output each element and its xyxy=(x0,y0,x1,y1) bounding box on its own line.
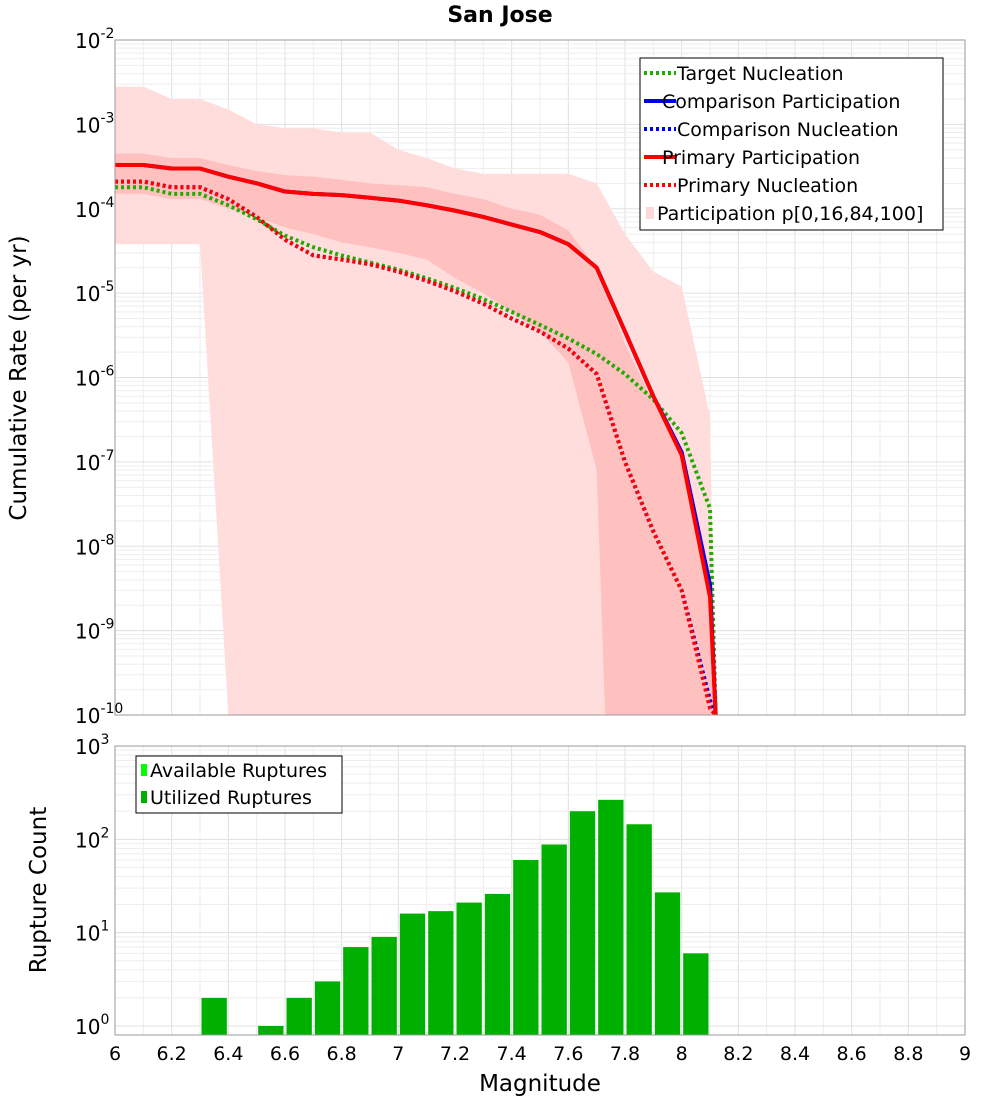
x-tick-label: 8.4 xyxy=(780,1043,810,1065)
legend-label: Primary Participation xyxy=(662,147,860,169)
rate-lines xyxy=(115,163,718,717)
x-tick-label: 7.2 xyxy=(440,1043,470,1065)
bar-utilized-ruptures xyxy=(626,824,652,1035)
y-tick-label: 10-3 xyxy=(75,110,114,137)
x-tick-label: 6 xyxy=(109,1043,121,1065)
x-tick-label: 7.6 xyxy=(553,1043,583,1065)
x-tick-label: 6.6 xyxy=(270,1043,300,1065)
x-tick-label: 6.4 xyxy=(213,1043,243,1065)
bar-utilized-ruptures xyxy=(541,844,567,1035)
bar-utilized-ruptures xyxy=(201,997,227,1035)
y-tick-label: 103 xyxy=(75,732,109,759)
legend-box xyxy=(135,755,343,814)
line-primary-participation xyxy=(115,163,718,716)
legend-label: Target Nucleation xyxy=(676,63,844,85)
count-panel: 100 101 102 103 6 6.2 6.4 6.6 6.8 7 7.2 7.4 7.6 7.8 8… xyxy=(26,732,971,1097)
x-tick-label: 6.2 xyxy=(157,1043,187,1065)
rate-legend: Target Nucleation Comparison Participatio… xyxy=(639,57,944,231)
x-tick-label: 9 xyxy=(959,1043,971,1065)
x-tick-label: 7 xyxy=(392,1043,404,1065)
bar-utilized-ruptures xyxy=(654,892,681,1035)
legend-label: Utilized Ruptures xyxy=(150,787,312,809)
rate-y-ticks: 10-10 10-9 10-8 10-7 10-6 10-5 10-4 10-3 10-2 xyxy=(75,26,123,728)
y-tick-label: 102 xyxy=(75,825,109,852)
x-tick-label: 8.6 xyxy=(837,1043,867,1065)
count-legend: Available Ruptures Utilized Ruptures xyxy=(135,755,343,814)
count-plot-frame xyxy=(114,745,966,1036)
participation-bands xyxy=(115,86,716,715)
bar-utilized-ruptures xyxy=(683,953,709,1035)
legend-box xyxy=(639,57,944,231)
bar-utilized-ruptures xyxy=(314,981,341,1035)
count-grid xyxy=(115,746,966,1035)
rate-panel: San Jose 10-1010-910-810-710-610-510-410… xyxy=(6,3,966,728)
y-tick-label: 10-6 xyxy=(75,364,115,391)
bar-utilized-ruptures xyxy=(399,913,426,1035)
y-tick-label: 10-7 xyxy=(75,448,114,475)
y-tick-label: 10-8 xyxy=(75,532,114,559)
y-tick-label: 101 xyxy=(75,919,109,946)
legend-label: Participation p[0,16,84,100] xyxy=(657,203,923,225)
y-tick-label: 10-9 xyxy=(75,617,114,644)
bar-utilized-ruptures xyxy=(258,1025,284,1035)
bar-utilized-ruptures xyxy=(343,947,369,1035)
x-tick-label: 7.4 xyxy=(497,1043,527,1065)
chart-title: San Jose xyxy=(447,3,552,28)
count-y-axis-title: Rupture Count xyxy=(26,807,52,973)
band-p16-p84 xyxy=(115,153,716,715)
x-tick-label: 7.8 xyxy=(610,1043,640,1065)
legend-label: Primary Nucleation xyxy=(677,175,858,197)
y-tick-label: 100 xyxy=(75,1012,109,1039)
x-ticks: 6 6.2 6.4 6.6 6.8 7 7.2 7.4 7.6 7.8 8 8.2 8.4 8.6 8.8 9 xyxy=(109,1043,971,1065)
legend-swatch xyxy=(141,764,147,776)
bar-utilized-ruptures xyxy=(428,911,454,1035)
y-tick-label: 10-4 xyxy=(75,195,115,222)
legend-label: Comparison Nucleation xyxy=(677,119,899,141)
bar-utilized-ruptures xyxy=(598,799,624,1035)
bar-utilized-ruptures xyxy=(371,936,397,1035)
bar-utilized-ruptures xyxy=(286,997,312,1035)
bar-utilized-ruptures xyxy=(456,902,482,1035)
bar-utilized-ruptures xyxy=(569,811,596,1035)
x-tick-label: 8.2 xyxy=(723,1043,753,1065)
rate-plot-frame xyxy=(114,39,966,716)
bar-utilized-ruptures xyxy=(513,860,539,1035)
legend-label: Comparison Participation xyxy=(662,91,900,113)
legend-swatch xyxy=(646,207,654,219)
legend-label: Available Ruptures xyxy=(150,760,327,782)
y-tick-label: 10-2 xyxy=(75,26,114,53)
count-bars xyxy=(201,799,709,1035)
x-tick-label: 6.8 xyxy=(327,1043,357,1065)
x-tick-label: 8.8 xyxy=(893,1043,923,1065)
bar-utilized-ruptures xyxy=(484,893,511,1035)
legend-swatch xyxy=(141,791,147,803)
count-y-ticks: 100 101 102 103 xyxy=(75,732,109,1039)
rate-y-axis-title: Cumulative Rate (per yr) xyxy=(6,235,32,520)
y-tick-label: 10-10 xyxy=(75,701,123,728)
x-tick-label: 8 xyxy=(676,1043,688,1065)
x-axis-title: Magnitude xyxy=(479,1071,601,1097)
y-tick-label: 10-5 xyxy=(75,279,114,306)
